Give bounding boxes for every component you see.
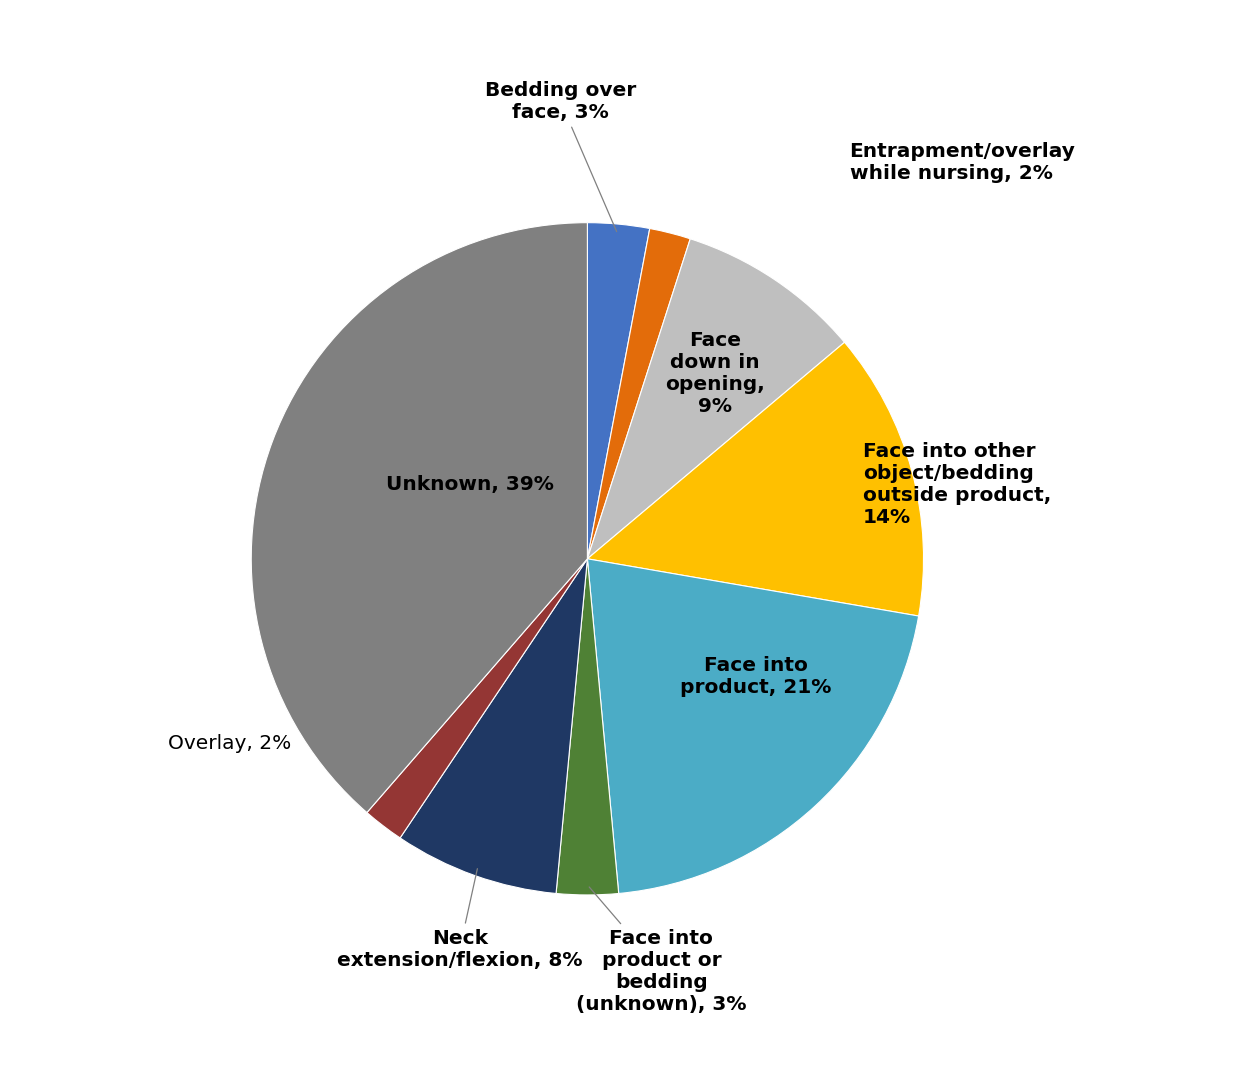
Wedge shape xyxy=(251,222,587,813)
Wedge shape xyxy=(587,229,691,559)
Text: Overlay, 2%: Overlay, 2% xyxy=(169,734,292,753)
Text: Face into other
object/bedding
outside product,
14%: Face into other object/bedding outside p… xyxy=(863,442,1051,527)
Text: Entrapment/overlay
while nursing, 2%: Entrapment/overlay while nursing, 2% xyxy=(850,142,1076,183)
Text: Face
down in
opening,
9%: Face down in opening, 9% xyxy=(666,332,765,416)
Text: Face into
product, 21%: Face into product, 21% xyxy=(679,656,831,697)
Wedge shape xyxy=(366,559,587,838)
Wedge shape xyxy=(587,222,650,559)
Wedge shape xyxy=(587,559,919,893)
Wedge shape xyxy=(400,559,587,893)
Text: Face into
product or
bedding
(unknown), 3%: Face into product or bedding (unknown), … xyxy=(576,887,746,1014)
Wedge shape xyxy=(556,559,619,895)
Wedge shape xyxy=(587,343,924,616)
Text: Unknown, 39%: Unknown, 39% xyxy=(386,476,554,494)
Text: Neck
extension/flexion, 8%: Neck extension/flexion, 8% xyxy=(337,868,582,969)
Text: Bedding over
face, 3%: Bedding over face, 3% xyxy=(484,81,636,232)
Wedge shape xyxy=(587,238,845,559)
